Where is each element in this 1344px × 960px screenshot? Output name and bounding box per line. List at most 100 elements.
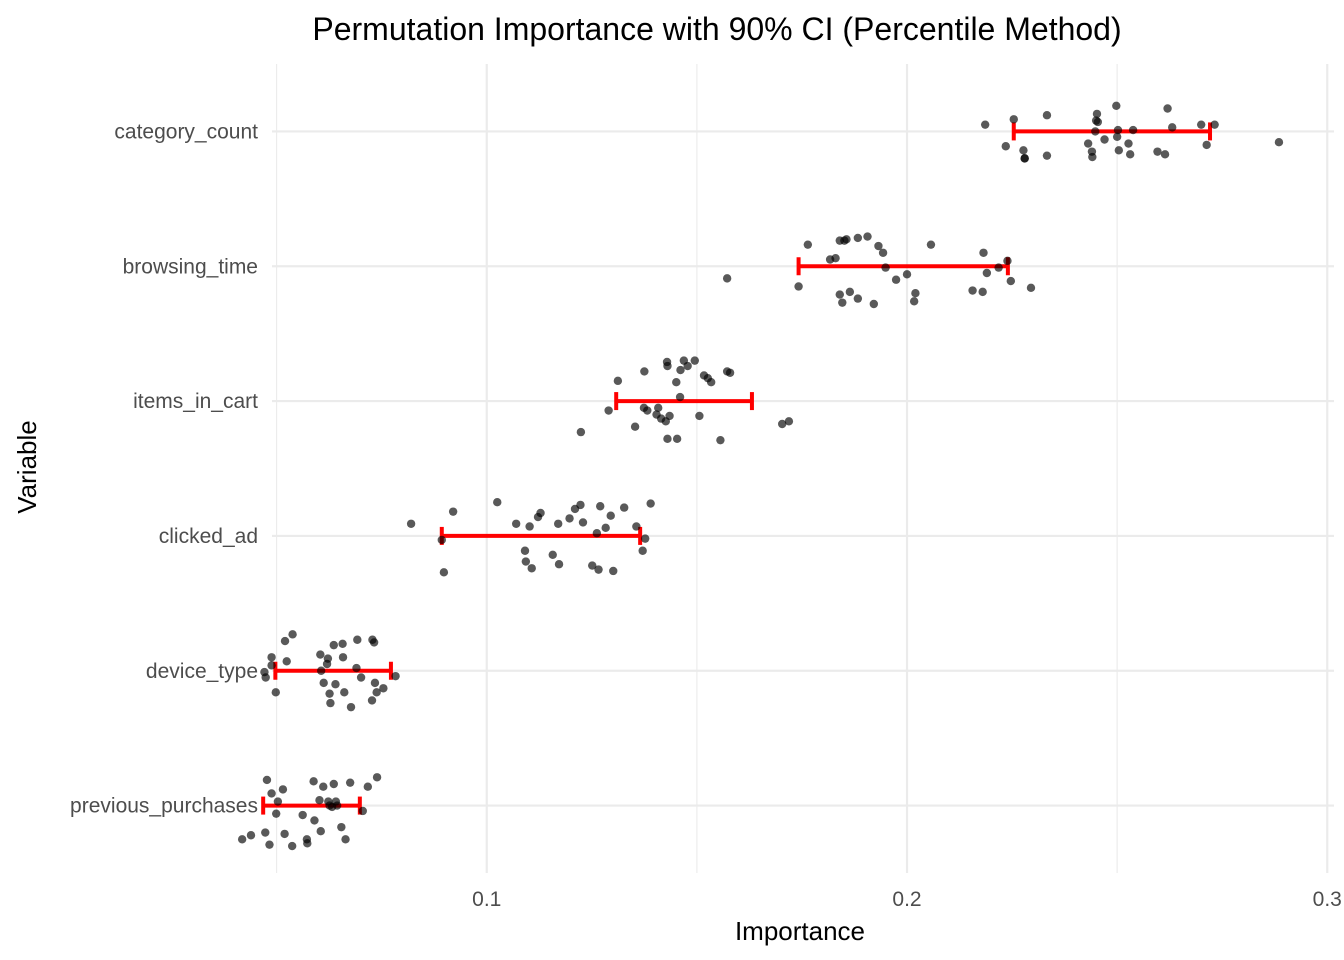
confidence-intervals [261, 122, 1213, 815]
data-point [1274, 138, 1284, 147]
data-point [439, 568, 449, 577]
data-point [273, 797, 283, 806]
data-point [246, 831, 256, 840]
y-tick-label: browsing_time [123, 255, 258, 278]
data-point [675, 392, 685, 402]
data-point [319, 782, 328, 791]
data-point [261, 828, 270, 837]
data-point [803, 240, 813, 249]
data-point [379, 684, 388, 693]
data-point [909, 297, 919, 306]
y-axis-tick-labels: category_count browsing_time items_in_cart… [70, 120, 258, 817]
data-point [1112, 101, 1121, 110]
data-point [298, 810, 307, 820]
data-point [511, 519, 521, 528]
data-point [271, 688, 280, 697]
data-point [352, 663, 361, 673]
data-point [372, 773, 382, 782]
data-point [278, 785, 288, 794]
data-point [1001, 142, 1010, 151]
data-point [520, 546, 530, 555]
data-point [1042, 111, 1052, 120]
data-point [902, 270, 912, 279]
data-point [672, 434, 682, 444]
data-point [835, 290, 844, 299]
data-point [363, 782, 373, 791]
data-point [926, 240, 936, 249]
data-point [261, 673, 270, 682]
data-point [326, 698, 335, 708]
data-point [1196, 120, 1206, 129]
data-point [536, 508, 545, 518]
data-point [372, 688, 381, 697]
data-point [619, 503, 629, 512]
data-point [646, 499, 655, 508]
data-point [1092, 109, 1102, 119]
data-point [1091, 127, 1100, 136]
data-point [881, 263, 890, 272]
data-point [630, 422, 640, 431]
data-point [316, 650, 325, 659]
data-point [982, 268, 992, 278]
data-point [1006, 276, 1016, 286]
data-point [391, 671, 400, 681]
data-point [690, 356, 699, 365]
data-point [1125, 150, 1135, 159]
data-point [493, 498, 502, 507]
data-point [325, 689, 334, 698]
data-point [329, 640, 338, 650]
chart-title: Permutation Importance with 90% CI (Perc… [312, 11, 1121, 47]
data-points [237, 101, 1284, 851]
data-point [267, 653, 276, 662]
data-point [323, 654, 333, 663]
data-point [1202, 140, 1211, 150]
data-point [632, 522, 641, 531]
data-point [267, 661, 276, 670]
data-point [346, 702, 356, 712]
data-point [716, 435, 725, 445]
data-point [341, 835, 350, 844]
data-point [1042, 151, 1052, 160]
data-point [358, 806, 367, 816]
data-point [316, 666, 326, 675]
data-point [1100, 135, 1109, 144]
data-point [1019, 146, 1028, 155]
data-point [874, 241, 883, 251]
data-point [1009, 115, 1018, 124]
data-point [654, 403, 663, 413]
data-point [683, 361, 692, 371]
data-point [282, 657, 291, 666]
data-point [994, 263, 1003, 272]
plot-area [237, 64, 1334, 873]
data-point [863, 232, 872, 241]
data-point [331, 797, 341, 806]
data-point [891, 275, 901, 284]
data-point [280, 829, 289, 839]
data-point [640, 367, 649, 376]
data-point [784, 417, 794, 426]
data-point [794, 282, 803, 291]
data-point [527, 564, 536, 573]
data-point [601, 523, 610, 533]
data-point [369, 638, 379, 647]
data-point [592, 529, 602, 538]
data-point [521, 557, 531, 566]
data-point [1112, 132, 1122, 142]
data-point [265, 840, 274, 849]
data-point [345, 778, 355, 787]
data-point [695, 411, 704, 421]
data-point [1160, 150, 1170, 159]
data-point [280, 636, 290, 646]
data-point [613, 376, 623, 386]
data-point [303, 839, 312, 848]
data-point [288, 630, 297, 639]
data-point [448, 507, 458, 516]
data-point [606, 511, 615, 520]
data-point [316, 827, 325, 836]
data-point [1163, 104, 1172, 113]
data-point [845, 287, 855, 297]
data-point [331, 680, 340, 689]
data-point [588, 561, 597, 570]
data-point [980, 120, 990, 129]
